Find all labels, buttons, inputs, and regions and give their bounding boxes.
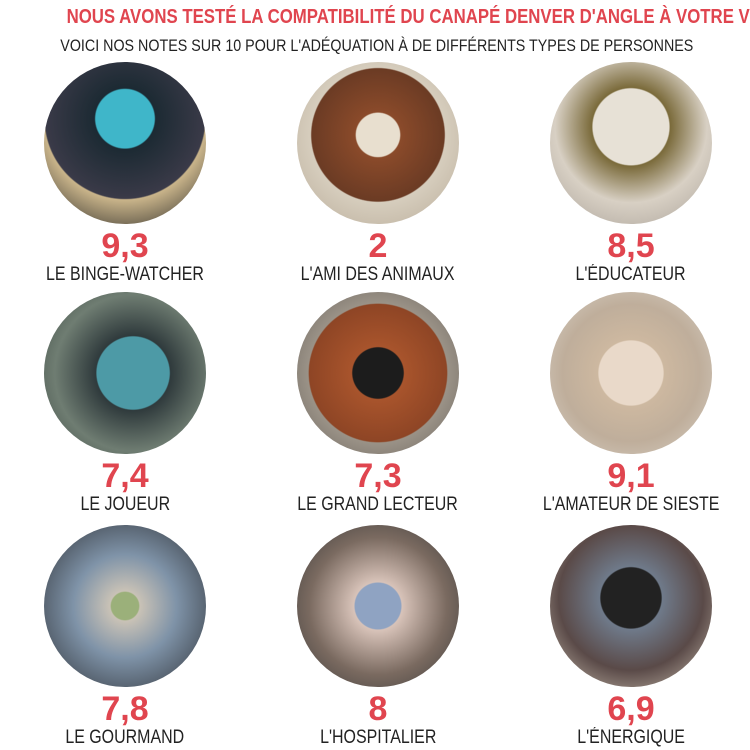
profile-photo: [550, 292, 712, 454]
profile-card: 8 L'HOSPITALIER: [253, 525, 503, 749]
profile-label: L'AMATEUR DE SIESTE: [506, 494, 750, 516]
profile-label: L'HOSPITALIER: [253, 727, 503, 749]
profile-label: L'ÉNERGIQUE: [506, 727, 750, 749]
profile-score: 2: [368, 227, 388, 265]
profile-photo: [44, 62, 206, 224]
profile-label: L'ÉDUCATEUR: [506, 264, 750, 286]
profile-card: 2 L'AMI DES ANIMAUX: [253, 62, 503, 286]
profile-label: LE JOUEUR: [0, 494, 250, 516]
profile-label-text: L'AMATEUR DE SIESTE: [542, 494, 720, 515]
profile-card: 9,1 L'AMATEUR DE SIESTE: [506, 292, 750, 516]
profile-label: L'AMI DES ANIMAUX: [253, 264, 503, 286]
profile-card: 6,9 L'ÉNERGIQUE: [506, 525, 750, 749]
profile-label-text: L'ÉDUCATEUR: [575, 264, 687, 285]
profile-score: 6,9: [607, 690, 655, 728]
profile-label: LE BINGE-WATCHER: [0, 264, 250, 286]
profile-card: 8,5 L'ÉDUCATEUR: [506, 62, 750, 286]
profile-card: 7,8 LE GOURMAND: [0, 525, 250, 749]
profile-label-text: L'ÉNERGIQUE: [577, 727, 685, 748]
profile-score: 8: [368, 690, 388, 728]
profile-score: 8,5: [607, 227, 655, 265]
profile-card: 7,4 LE JOUEUR: [0, 292, 250, 516]
profile-label-text: LE GOURMAND: [65, 727, 185, 748]
profile-photo: [550, 62, 712, 224]
profile-photo: [550, 525, 712, 687]
profile-label-text: L'AMI DES ANIMAUX: [301, 264, 455, 285]
profile-label: LE GRAND LECTEUR: [253, 494, 503, 516]
profile-label-text: LE BINGE-WATCHER: [46, 264, 204, 285]
profile-photo: [44, 292, 206, 454]
profile-card: 9,3 LE BINGE-WATCHER: [0, 62, 250, 286]
profile-photo: [297, 525, 459, 687]
profile-label-text: LE JOUEUR: [80, 494, 170, 515]
profile-score: 7,4: [101, 457, 149, 495]
profile-photo: [297, 62, 459, 224]
profile-score: 9,3: [101, 227, 149, 265]
profile-label-text: LE GRAND LECTEUR: [297, 494, 459, 515]
profile-label: LE GOURMAND: [0, 727, 250, 749]
subtitle-text: VOICI NOS NOTES SUR 10 POUR L'ADÉQUATION…: [60, 36, 694, 55]
profile-card: 7,3 LE GRAND LECTEUR: [253, 292, 503, 516]
profile-photo: [44, 525, 206, 687]
profile-label-text: L'HOSPITALIER: [319, 727, 437, 748]
title-text: NOUS AVONS TESTÉ LA COMPATIBILITÉ DU CAN…: [66, 6, 750, 28]
page-subtitle: VOICI NOS NOTES SUR 10 POUR L'ADÉQUATION…: [0, 36, 750, 56]
profile-score: 9,1: [607, 457, 655, 495]
profile-score: 7,8: [101, 690, 149, 728]
profile-score: 7,3: [354, 457, 402, 495]
profile-photo: [297, 292, 459, 454]
page-title: NOUS AVONS TESTÉ LA COMPATIBILITÉ DU CAN…: [0, 6, 750, 29]
